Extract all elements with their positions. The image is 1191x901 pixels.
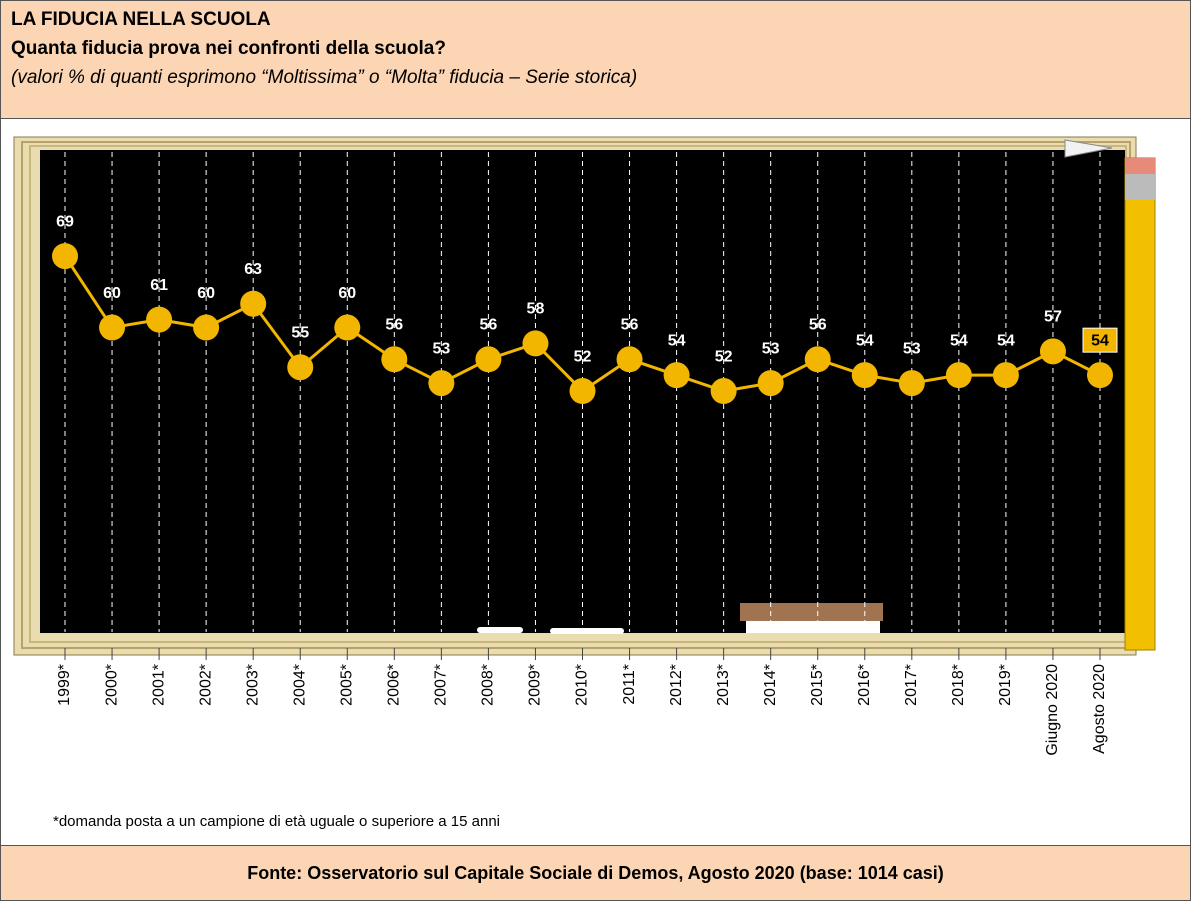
point xyxy=(1087,362,1113,389)
point xyxy=(522,330,549,357)
x-tick-label: 2006* xyxy=(386,664,403,706)
x-tick-label: 1999* xyxy=(56,664,73,706)
point xyxy=(663,362,690,389)
x-tick-label: 2017* xyxy=(903,664,920,706)
point xyxy=(99,314,126,341)
value-label: 55 xyxy=(291,324,309,341)
source: Fonte: Osservatorio sul Capitale Sociale… xyxy=(0,845,1191,901)
point xyxy=(193,314,220,341)
x-tick-label: 2014* xyxy=(762,664,779,706)
x-tick-label: 2018* xyxy=(950,664,967,706)
value-label: 53 xyxy=(903,340,921,357)
value-label: 54 xyxy=(1091,332,1109,349)
x-tick-label: 2013* xyxy=(715,664,732,706)
subtitle: Quanta fiducia prova nei confronti della… xyxy=(11,38,446,59)
value-label: 60 xyxy=(197,285,215,302)
footnote: *domanda posta a un campione di età ugua… xyxy=(53,813,500,830)
value-label: 60 xyxy=(338,285,356,302)
point xyxy=(710,378,737,405)
value-label: 58 xyxy=(527,301,545,318)
x-tick-label: 2008* xyxy=(480,664,497,706)
pencil-tip xyxy=(1064,139,1113,158)
value-label-box xyxy=(1082,327,1118,353)
x-tick-label: 2000* xyxy=(103,664,120,706)
title: LA FIDUCIA NELLA SCUOLA xyxy=(11,9,271,30)
value-label: 61 xyxy=(150,277,168,294)
point xyxy=(240,290,267,317)
point xyxy=(992,362,1019,389)
point xyxy=(851,362,878,389)
x-tick-label: 2001* xyxy=(150,664,167,706)
value-label: 53 xyxy=(762,340,780,357)
pencil-ferrule xyxy=(1125,174,1155,200)
point xyxy=(945,362,972,389)
value-label: 60 xyxy=(103,285,121,302)
chart: *domanda posta a un campione di età ugua… xyxy=(13,136,1156,830)
value-label: 56 xyxy=(809,317,827,334)
value-label: 54 xyxy=(856,332,874,349)
value-label: 52 xyxy=(574,348,592,365)
x-tick-label: 2004* xyxy=(291,664,308,706)
caption: (valori % di quanti esprimono “Moltissim… xyxy=(11,67,638,88)
x-tick-label: 2007* xyxy=(433,664,450,706)
value-label: 54 xyxy=(950,332,968,349)
eraser xyxy=(740,603,883,621)
point xyxy=(52,243,78,270)
x-tick-label: 2003* xyxy=(244,664,261,706)
point xyxy=(569,378,596,405)
point xyxy=(428,370,455,397)
value-label: 53 xyxy=(432,340,450,357)
point xyxy=(804,346,831,373)
pencil xyxy=(1124,157,1156,651)
point xyxy=(334,314,361,341)
value-label: 63 xyxy=(244,261,262,278)
point xyxy=(381,346,408,373)
value-label: 56 xyxy=(621,317,639,334)
pencil-eraser xyxy=(1125,158,1155,174)
point xyxy=(1039,338,1066,365)
point xyxy=(616,346,643,373)
x-tick-label: Agosto 2020 xyxy=(1091,664,1108,754)
x-tick-label: 2009* xyxy=(527,664,544,706)
point xyxy=(757,370,784,397)
value-label: 54 xyxy=(668,332,686,349)
value-label: 69 xyxy=(56,213,74,230)
x-tick-label: 2002* xyxy=(197,664,214,706)
value-label: 54 xyxy=(997,332,1015,349)
x-tick-label: 2011* xyxy=(621,664,638,705)
x-tick-label: Giugno 2020 xyxy=(1044,664,1061,756)
point xyxy=(475,346,502,373)
point xyxy=(146,306,173,333)
value-label: 57 xyxy=(1044,309,1062,326)
eraser-felt xyxy=(746,621,880,633)
x-tick-label: 2010* xyxy=(574,664,591,706)
point xyxy=(898,370,925,397)
value-label: 52 xyxy=(715,348,733,365)
x-tick-label: 2015* xyxy=(809,664,826,706)
x-tick-label: 2019* xyxy=(997,664,1014,706)
header: LA FIDUCIA NELLA SCUOLA Quanta fiducia p… xyxy=(0,0,1191,119)
x-tick-label: 2016* xyxy=(856,664,873,706)
value-label: 56 xyxy=(480,317,498,334)
value-label: 56 xyxy=(385,317,403,334)
point xyxy=(287,354,314,381)
x-tick-label: 2005* xyxy=(338,664,355,706)
chalk xyxy=(550,628,624,634)
chalk xyxy=(477,627,523,633)
x-tick-label: 2012* xyxy=(668,664,685,706)
